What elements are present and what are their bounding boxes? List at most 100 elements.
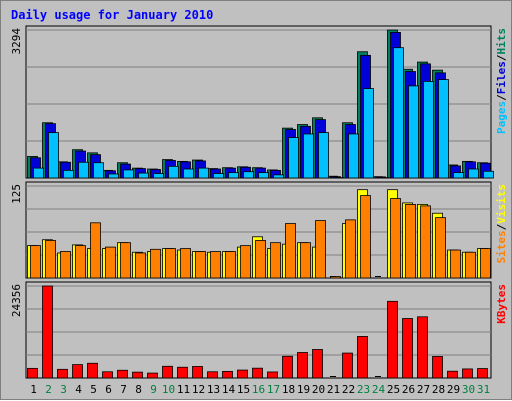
bar-kbytes-day-7 bbox=[118, 370, 128, 378]
bar-sites-day-6 bbox=[106, 247, 116, 278]
bar-kbytes-day-14 bbox=[223, 371, 233, 378]
bar-sites-day-22 bbox=[346, 220, 356, 278]
bar-pages-day-9 bbox=[154, 174, 164, 178]
bar-kbytes-day-5 bbox=[88, 363, 98, 378]
bar-pages-day-17 bbox=[274, 175, 284, 178]
y-max-label: 3294 bbox=[10, 28, 23, 55]
bar-pages-day-3 bbox=[64, 170, 74, 178]
bar-pages-day-5 bbox=[94, 163, 104, 178]
bar-pages-day-26 bbox=[409, 86, 419, 178]
x-tick-label: 22 bbox=[342, 383, 355, 396]
bar-sites-day-4 bbox=[76, 246, 86, 278]
bar-sites-day-14 bbox=[226, 252, 236, 278]
x-tick-label: 3 bbox=[60, 383, 67, 396]
bar-kbytes-day-25 bbox=[388, 301, 398, 378]
y-max-label: 24356 bbox=[10, 284, 23, 317]
bar-sites-day-23 bbox=[361, 196, 371, 278]
x-tick-label: 27 bbox=[417, 383, 430, 396]
bar-pages-day-30 bbox=[469, 169, 479, 178]
bar-sites-day-31 bbox=[481, 249, 491, 278]
legend-sites: Sites bbox=[495, 230, 508, 263]
x-tick-label: 10 bbox=[162, 383, 175, 396]
legend-visits: Visits bbox=[495, 184, 508, 224]
legend-kbytes: KBytes bbox=[495, 284, 508, 324]
x-tick-label: 18 bbox=[282, 383, 295, 396]
x-tick-label: 31 bbox=[477, 383, 490, 396]
bar-sites-day-20 bbox=[316, 221, 326, 278]
bar-pages-day-1 bbox=[34, 168, 44, 178]
bar-pages-day-20 bbox=[319, 133, 329, 178]
bar-sites-day-18 bbox=[286, 224, 296, 278]
legend-visits_sites: Sites/Visits bbox=[495, 184, 508, 264]
x-tick-label: 9 bbox=[150, 383, 157, 396]
bar-pages-day-12 bbox=[199, 168, 209, 178]
x-tick-label: 21 bbox=[327, 383, 340, 396]
bar-kbytes-day-9 bbox=[148, 373, 158, 378]
bar-kbytes-day-24 bbox=[375, 376, 381, 377]
bar-sites-day-2 bbox=[46, 240, 56, 278]
bar-pages-day-4 bbox=[79, 162, 89, 178]
x-tick-label: 5 bbox=[90, 383, 97, 396]
bar-pages-day-6 bbox=[109, 174, 119, 178]
x-tick-label: 23 bbox=[357, 383, 370, 396]
bar-kbytes-day-20 bbox=[313, 349, 323, 378]
bar-pages-day-7 bbox=[124, 170, 134, 178]
bar-pages-day-31 bbox=[484, 171, 494, 178]
x-tick-label: 6 bbox=[105, 383, 112, 396]
bar-pages-day-18 bbox=[289, 138, 299, 178]
bar-kbytes-day-4 bbox=[73, 365, 83, 378]
bar-kbytes-day-30 bbox=[463, 369, 473, 378]
bar-sites-day-3 bbox=[61, 252, 71, 278]
bar-kbytes-day-2 bbox=[43, 286, 53, 378]
legend-hits: Hits bbox=[495, 28, 508, 55]
bar-pages-day-29 bbox=[454, 173, 464, 178]
bar-pages-day-14 bbox=[229, 173, 239, 178]
panel-pages_files_hits: 3294 Pages/Files/Hits bbox=[10, 26, 508, 178]
bar-pages-day-10 bbox=[169, 166, 179, 178]
bar-pages-day-15 bbox=[244, 172, 254, 178]
panels: 3294Pages/Files/Hits125Sites/Visits24356… bbox=[10, 26, 508, 378]
bar-sites-day-28 bbox=[436, 218, 446, 278]
bar-kbytes-day-26 bbox=[403, 319, 413, 378]
x-tick-label: 14 bbox=[222, 383, 236, 396]
panel-kbytes: 24356 KBytes bbox=[10, 282, 508, 378]
x-tick-label: 11 bbox=[177, 383, 190, 396]
x-tick-label: 25 bbox=[387, 383, 400, 396]
bar-pages-day-23 bbox=[364, 89, 374, 178]
legend-pages_files_hits: Pages/Files/Hits bbox=[495, 28, 508, 134]
x-tick-label: 17 bbox=[267, 383, 280, 396]
bar-sites-day-12 bbox=[196, 252, 206, 278]
bar-pages-day-22 bbox=[349, 134, 359, 178]
bar-sites-day-15 bbox=[241, 246, 251, 278]
bar-kbytes-day-8 bbox=[133, 372, 143, 378]
bar-kbytes-day-15 bbox=[238, 370, 248, 378]
bar-pages-day-16 bbox=[259, 173, 269, 178]
bar-kbytes-day-22 bbox=[343, 353, 353, 378]
bar-kbytes-day-31 bbox=[478, 369, 488, 378]
bar-pages-day-19 bbox=[304, 134, 314, 178]
bar-pages-day-2 bbox=[49, 133, 59, 178]
x-tick-label: 28 bbox=[432, 383, 445, 396]
legend-files: Files bbox=[495, 61, 508, 94]
legend-kbytes: KBytes bbox=[495, 284, 508, 324]
bar-kbytes-day-11 bbox=[178, 367, 188, 378]
bar-sites-day-13 bbox=[211, 252, 221, 278]
x-tick-label: 13 bbox=[207, 383, 220, 396]
bar-kbytes-day-27 bbox=[418, 317, 428, 378]
x-tick-label: 2 bbox=[45, 383, 52, 396]
bar-kbytes-day-28 bbox=[433, 356, 443, 378]
bar-sites-day-16 bbox=[256, 240, 266, 278]
bar-sites-day-27 bbox=[421, 206, 431, 278]
bar-sites-day-26 bbox=[406, 204, 416, 278]
bar-kbytes-day-1 bbox=[28, 368, 38, 378]
x-tick-label: 30 bbox=[462, 383, 475, 396]
legend-pages: Pages bbox=[495, 101, 508, 134]
x-tick-label: 15 bbox=[237, 383, 250, 396]
bar-kbytes-day-6 bbox=[103, 372, 113, 378]
bar-kbytes-day-13 bbox=[208, 372, 218, 378]
bar-kbytes-day-17 bbox=[268, 372, 278, 378]
bar-sites-day-9 bbox=[151, 249, 161, 278]
x-tick-label: 24 bbox=[372, 383, 386, 396]
